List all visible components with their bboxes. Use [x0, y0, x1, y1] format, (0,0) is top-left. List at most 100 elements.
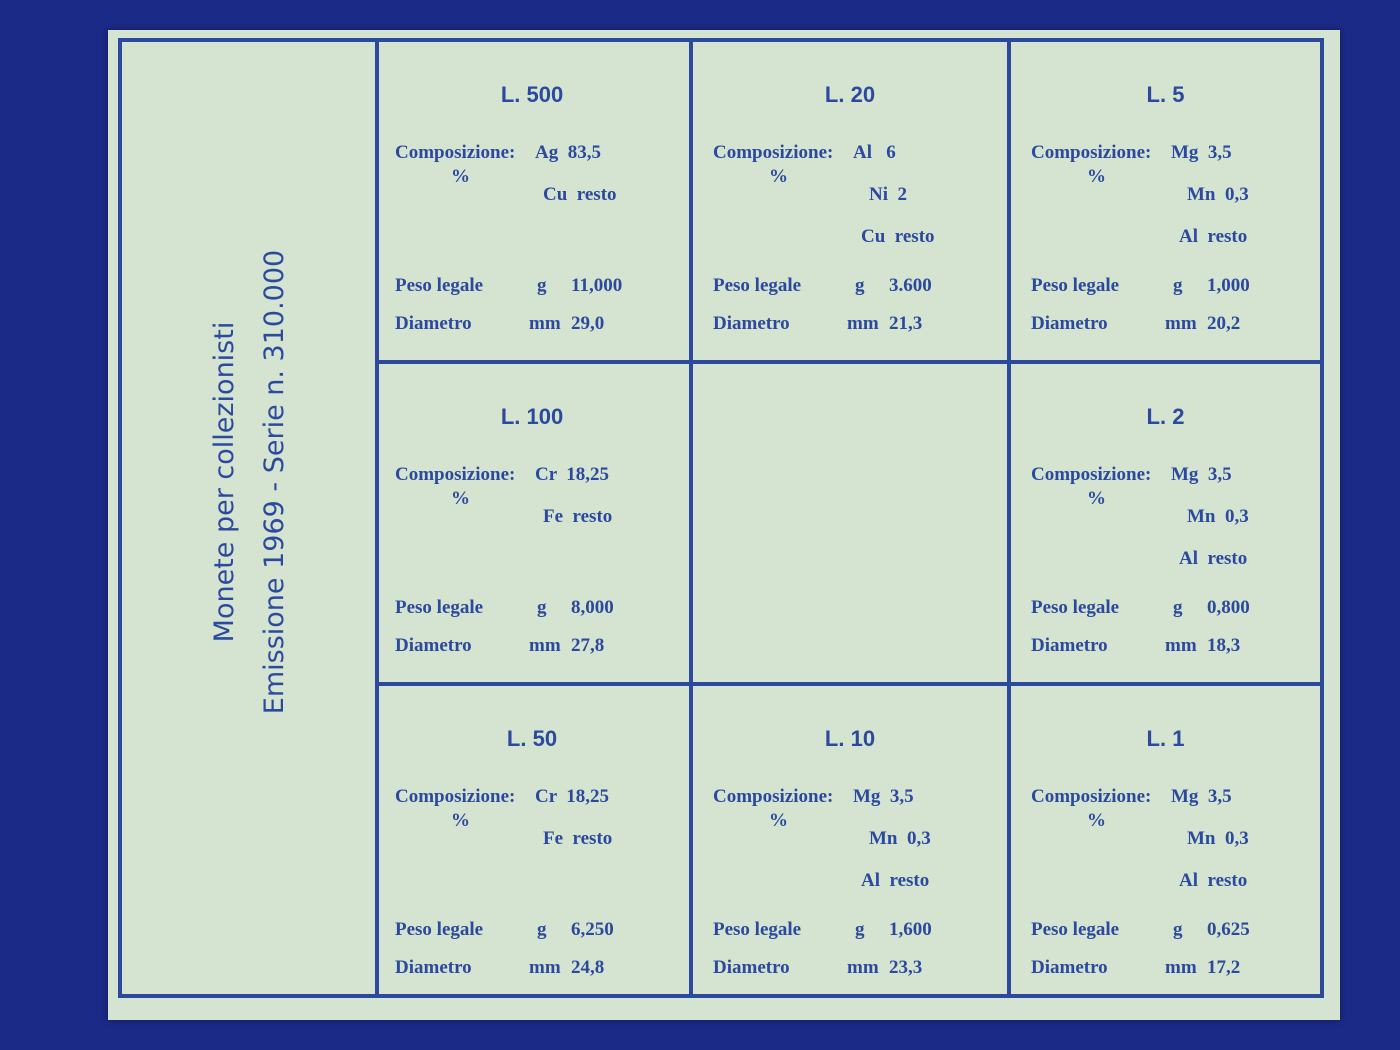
composition-element: Al resto	[1179, 226, 1248, 247]
diameter-unit: mm	[529, 635, 561, 656]
diameter-unit: mm	[529, 313, 561, 334]
weight-row: Peso legale g 6,250	[395, 919, 645, 941]
composition-label: Composizione:	[395, 786, 516, 807]
coin-cell: L. 1 Composizione: % Mg 3,5 Mn 0,3 Al resto…	[1011, 686, 1320, 994]
diameter-row: Diametro mm 21,3	[713, 313, 963, 335]
weight-label: Peso legale	[395, 597, 484, 618]
diameter-label: Diametro	[713, 957, 790, 978]
coin-denomination: L. 5	[1146, 82, 1185, 107]
diameter-value: 20,2	[1207, 313, 1241, 334]
percent-label: %	[769, 166, 788, 187]
side-title: Monete per collezionisti	[209, 321, 240, 643]
diameter-label: Diametro	[1031, 957, 1108, 978]
weight-value: 1,000	[1207, 275, 1250, 296]
weight-label: Peso legale	[1031, 919, 1120, 940]
composition-label: Composizione:	[395, 464, 516, 485]
coin-cell: L. 2 Composizione: % Mg 3,5 Mn 0,3 Al resto…	[1011, 364, 1320, 686]
coin-cell: L. 5 Composizione: % Mg 3,5 Mn 0,3 Al resto…	[1011, 42, 1320, 364]
composition-element: Al resto	[1179, 548, 1248, 569]
diameter-value: 18,3	[1207, 635, 1241, 656]
coin-denomination: L. 20	[824, 82, 876, 107]
side-caption: Monete per collezionisti Emissione 1969 …	[200, 250, 300, 714]
coin-denomination: L. 100	[500, 404, 564, 429]
percent-label: %	[769, 810, 788, 831]
composition-element: Fe resto	[543, 828, 613, 849]
diameter-value: 21,3	[889, 313, 923, 334]
composition-element: Mg 3,5	[1171, 786, 1232, 807]
diameter-value: 24,8	[571, 957, 605, 978]
weight-unit: g	[537, 919, 547, 940]
weight-value: 8,000	[571, 597, 614, 618]
composition-element: Cr 18,25	[535, 786, 610, 807]
diameter-row: Diametro mm 29,0	[395, 313, 645, 335]
coin-set-card: Monete per collezionisti Emissione 1969 …	[108, 30, 1340, 1020]
weight-value: 6,250	[571, 919, 614, 940]
diameter-row: Diametro mm 17,2	[1031, 957, 1281, 979]
diameter-label: Diametro	[395, 957, 472, 978]
composition-element: Ag 83,5	[535, 142, 601, 163]
weight-unit: g	[1173, 275, 1183, 296]
weight-unit: g	[537, 597, 547, 618]
side-subtitle: Emissione 1969 - Serie n. 310.000	[259, 249, 290, 715]
percent-label: %	[1087, 488, 1106, 509]
diameter-label: Diametro	[1031, 635, 1108, 656]
coin-denomination: L. 1	[1146, 726, 1185, 751]
diameter-value: 27,8	[571, 635, 605, 656]
diameter-unit: mm	[529, 957, 561, 978]
diameter-label: Diametro	[713, 313, 790, 334]
coin-grid: L. 500 Composizione: % Ag 83,5 Cu resto Pe…	[375, 42, 1320, 994]
composition-element: Al resto	[1179, 870, 1248, 891]
diameter-row: Diametro mm 20,2	[1031, 313, 1281, 335]
percent-label: %	[451, 810, 470, 831]
diameter-unit: mm	[847, 957, 879, 978]
composition-element: Al 6	[853, 142, 896, 163]
weight-label: Peso legale	[1031, 275, 1120, 296]
weight-unit: g	[855, 275, 865, 296]
weight-label: Peso legale	[713, 275, 802, 296]
composition-element: Mn 0,3	[1187, 828, 1249, 849]
weight-unit: g	[1173, 597, 1183, 618]
weight-unit: g	[1173, 919, 1183, 940]
diameter-value: 23,3	[889, 957, 923, 978]
weight-value: 0,625	[1207, 919, 1250, 940]
coin-cell: L. 100 Composizione: % Cr 18,25 Fe resto P…	[375, 364, 693, 686]
diameter-row: Diametro mm 23,3	[713, 957, 963, 979]
composition-element: Ni 2	[869, 184, 907, 205]
composition-element: Mn 0,3	[1187, 506, 1249, 527]
percent-label: %	[451, 166, 470, 187]
composition-element: Mg 3,5	[853, 786, 914, 807]
composition-label: Composizione:	[1031, 786, 1152, 807]
weight-value: 11,000	[571, 275, 623, 296]
coin-denomination: L. 10	[824, 726, 876, 751]
weight-row: Peso legale g 8,000	[395, 597, 645, 619]
empty-cell	[693, 364, 1011, 686]
coin-cell: L. 50 Composizione: % Cr 18,25 Fe resto Pe…	[375, 686, 693, 994]
weight-label: Peso legale	[395, 919, 484, 940]
diameter-label: Diametro	[395, 635, 472, 656]
coin-cell: L. 10 Composizione: % Mg 3,5 Mn 0,3 Al rest…	[693, 686, 1011, 994]
composition-element: Cr 18,25	[535, 464, 610, 485]
percent-label: %	[1087, 810, 1106, 831]
diameter-row: Diametro mm 18,3	[1031, 635, 1281, 657]
weight-row: Peso legale g 1,000	[1031, 275, 1281, 297]
percent-label: %	[1087, 166, 1106, 187]
weight-value: 3.600	[889, 275, 932, 296]
card-frame: Monete per collezionisti Emissione 1969 …	[118, 38, 1324, 998]
diameter-value: 17,2	[1207, 957, 1241, 978]
diameter-row: Diametro mm 24,8	[395, 957, 645, 979]
diameter-unit: mm	[1165, 635, 1197, 656]
coin-denomination: L. 500	[500, 82, 564, 107]
weight-label: Peso legale	[1031, 597, 1120, 618]
diameter-label: Diametro	[395, 313, 472, 334]
coin-denomination: L. 50	[506, 726, 558, 751]
composition-label: Composizione:	[1031, 142, 1152, 163]
coin-cell: L. 20 Composizione: % Al 6 Ni 2 Cu resto Pe…	[693, 42, 1011, 364]
diameter-label: Diametro	[1031, 313, 1108, 334]
diameter-unit: mm	[847, 313, 879, 334]
composition-label: Composizione:	[713, 142, 834, 163]
diameter-unit: mm	[1165, 957, 1197, 978]
weight-label: Peso legale	[395, 275, 484, 296]
composition-label: Composizione:	[1031, 464, 1152, 485]
composition-element: Mg 3,5	[1171, 142, 1232, 163]
side-panel: Monete per collezionisti Emissione 1969 …	[122, 42, 379, 994]
